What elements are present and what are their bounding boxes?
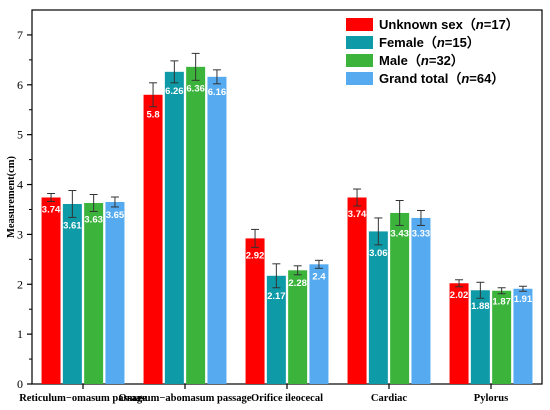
legend-entry-label: Male（n=32） [379, 53, 464, 68]
bar [41, 197, 61, 384]
bar [309, 264, 329, 384]
x-category-label: Orifice ileocecal [251, 393, 323, 404]
y-tick-label: 5 [17, 128, 23, 142]
data-label: 2.92 [246, 250, 265, 261]
bar [470, 290, 490, 384]
bar [186, 66, 206, 385]
x-category-label: Pylorus [474, 393, 508, 404]
legend-swatch [346, 36, 373, 49]
legend-entry-italic: n [421, 53, 429, 68]
data-label: 2.4 [312, 271, 326, 282]
bar [84, 202, 104, 384]
legend-entry-tail: =32） [429, 53, 464, 68]
bar [411, 217, 431, 384]
legend-entry-label: Unknown sex（n=17） [379, 17, 519, 32]
legend-entry-italic: n [476, 17, 484, 32]
bar [245, 238, 265, 384]
bar [105, 201, 125, 384]
data-label: 3.43 [390, 228, 409, 239]
legend-swatch [346, 54, 373, 67]
bar [390, 212, 410, 384]
x-category-label: Cardiac [371, 393, 408, 404]
y-tick-label: 0 [17, 377, 23, 391]
y-tick-label: 6 [17, 78, 23, 92]
legend-entry-label: Grand total（n=64） [379, 71, 504, 86]
bar [143, 94, 163, 385]
data-label: 2.02 [450, 290, 469, 301]
data-label: 1.87 [492, 297, 511, 308]
legend-entry-italic: n [461, 71, 469, 86]
bar [368, 231, 388, 384]
legend-entry-main: Grand total（ [379, 71, 461, 86]
legend-swatch [346, 18, 373, 31]
data-label: 6.36 [186, 83, 205, 94]
legend-entry-italic: n [437, 35, 445, 50]
legend: Unknown sex（n=17）Female（n=15）Male（n=32）G… [346, 17, 519, 86]
data-label: 3.74 [42, 204, 61, 215]
legend-entry-tail: =15） [445, 35, 480, 50]
data-label: 3.61 [63, 220, 82, 231]
bar [288, 270, 308, 384]
data-label: 2.28 [288, 278, 307, 289]
data-label: 3.33 [412, 228, 431, 239]
data-label: 3.65 [106, 210, 125, 221]
bar [492, 290, 512, 384]
legend-entry-label: Female（n=15） [379, 35, 480, 50]
y-tick-label: 2 [17, 277, 23, 291]
y-tick-label: 7 [17, 28, 23, 42]
x-category-label: Reticulum−omasum passage [19, 393, 147, 404]
legend-entry-tail: =17） [484, 17, 519, 32]
data-label: 6.26 [165, 86, 184, 97]
data-label: 3.06 [369, 248, 388, 259]
data-label: 3.74 [348, 209, 367, 220]
bar [164, 71, 184, 385]
bar [266, 275, 286, 384]
bar [347, 197, 367, 384]
bar [207, 76, 227, 384]
x-category-label: Omasum−abomasum passage [119, 393, 252, 404]
data-label: 2.17 [267, 291, 286, 302]
y-tick-label: 3 [17, 227, 23, 241]
legend-entry-main: Female（ [379, 35, 437, 50]
bars-layer [41, 52, 533, 385]
data-label: 1.91 [514, 294, 533, 305]
bar [449, 283, 469, 384]
data-label: 6.16 [208, 87, 227, 98]
y-tick-label: 1 [17, 327, 23, 341]
legend-swatch [346, 72, 373, 85]
legend-entry-tail: =64） [469, 71, 504, 86]
legend-entry-main: Unknown sex（ [379, 17, 476, 32]
bar [513, 288, 533, 384]
y-tick-label: 4 [17, 178, 23, 192]
bar [62, 203, 82, 384]
data-label: 1.88 [471, 301, 490, 312]
data-label: 3.63 [84, 214, 103, 225]
y-axis-title: Measurement(cm) [6, 155, 17, 238]
data-label: 5.8 [146, 110, 159, 121]
axes-layer: 0 1 2 3 4 5 6 7 Measurement(cm) [6, 9, 543, 391]
legend-entry-main: Male（ [379, 53, 421, 68]
